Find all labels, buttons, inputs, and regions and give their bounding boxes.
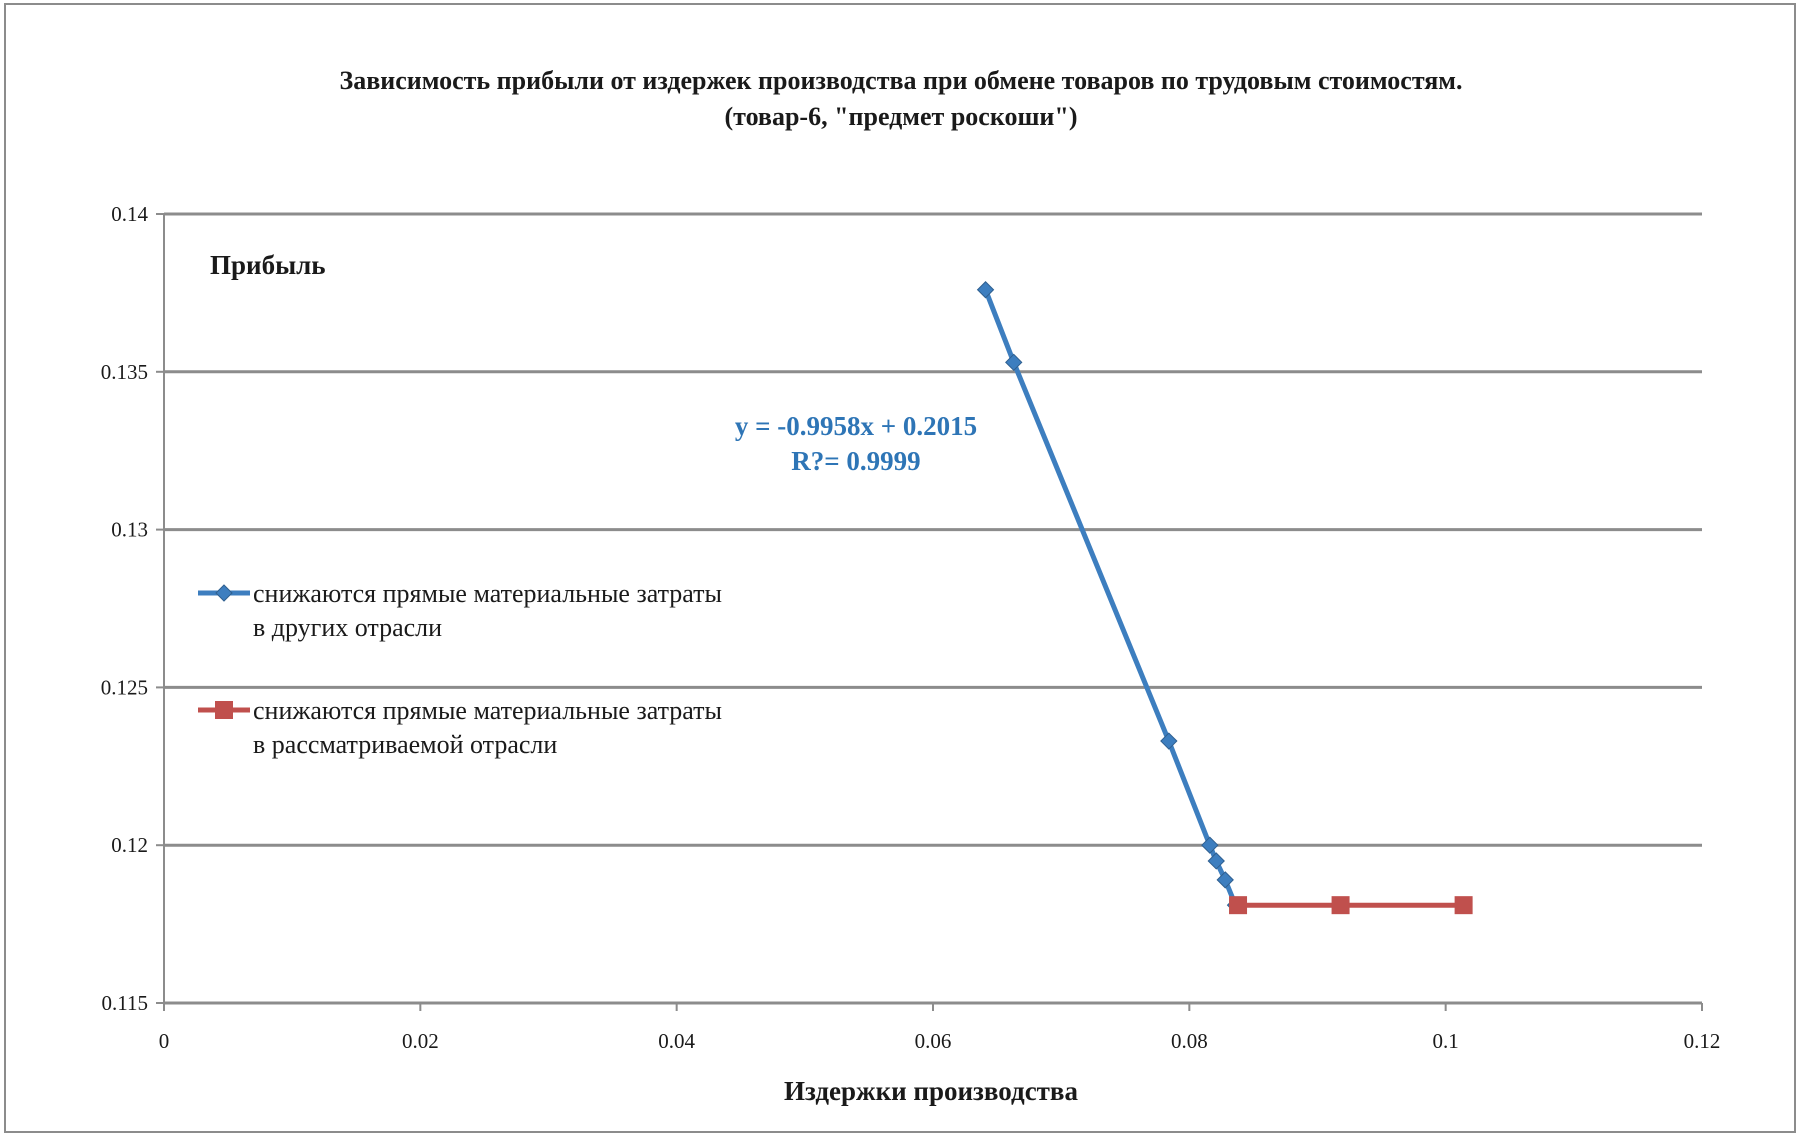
chart-subtitle: (товар-6, "предмет роскоши")	[724, 102, 1078, 131]
trendline-label: y = -0.9958x + 0.2015 R?= 0.9999	[735, 411, 977, 476]
series-1-point-2	[1454, 896, 1473, 915]
series-line-0	[983, 288, 1238, 907]
legend: снижаются прямые материальные затраты в д…	[198, 579, 722, 759]
y-axis-title: Прибыль	[210, 250, 326, 280]
series-1-point-0	[1229, 896, 1248, 915]
legend-marker-0	[215, 584, 233, 602]
y-tick-label: 0.13	[111, 518, 148, 542]
y-tick-label: 0.125	[101, 675, 148, 699]
legend-entry-text: снижаются прямые материальные затраты	[253, 579, 722, 608]
series-0-point-3	[1201, 836, 1219, 854]
series-1-point-1	[1331, 896, 1350, 915]
chart-frame	[4, 3, 1796, 1133]
x-tick-label: 0.02	[402, 1029, 439, 1053]
trendline-r-squared: R?= 0.9999	[791, 446, 920, 476]
y-tick-label: 0.115	[102, 991, 148, 1015]
series-0-point-0	[976, 281, 995, 299]
series-0-point-4	[1207, 852, 1225, 870]
series-layer	[976, 281, 1473, 915]
legend-entry-text: в рассматриваемой отрасли	[253, 730, 557, 759]
series-0-point-2	[1160, 732, 1178, 750]
axes: 0.115 0.12 0.125 0.13 0.135 0.14 0 0.02 0.04 0.06…	[101, 202, 1721, 1053]
y-tick-label: 0.14	[111, 202, 148, 226]
legend-entry-text: снижаются прямые материальные затраты	[253, 696, 722, 725]
chart-title: Зависимость прибыли от издержек производ…	[339, 66, 1463, 95]
series-0-point-1	[1005, 353, 1023, 372]
legend-marker-1	[215, 701, 233, 719]
gridlines	[164, 212, 1702, 1005]
x-tick-label: 0.06	[915, 1029, 952, 1053]
x-tick-label: 0.12	[1684, 1029, 1721, 1053]
series-0-point-5	[1216, 871, 1234, 889]
x-axis-title: Издержки производства	[784, 1076, 1079, 1106]
y-tick-label: 0.12	[111, 833, 148, 857]
legend-entry-text: в других отрасли	[253, 613, 442, 642]
x-tick-label: 0.1	[1433, 1029, 1459, 1053]
trendline-equation: y = -0.9958x + 0.2015	[735, 411, 977, 441]
y-tick-label: 0.135	[101, 360, 148, 384]
x-tick-label: 0.08	[1171, 1029, 1208, 1053]
x-tick-label: 0	[159, 1029, 170, 1053]
x-tick-label: 0.04	[658, 1029, 695, 1053]
